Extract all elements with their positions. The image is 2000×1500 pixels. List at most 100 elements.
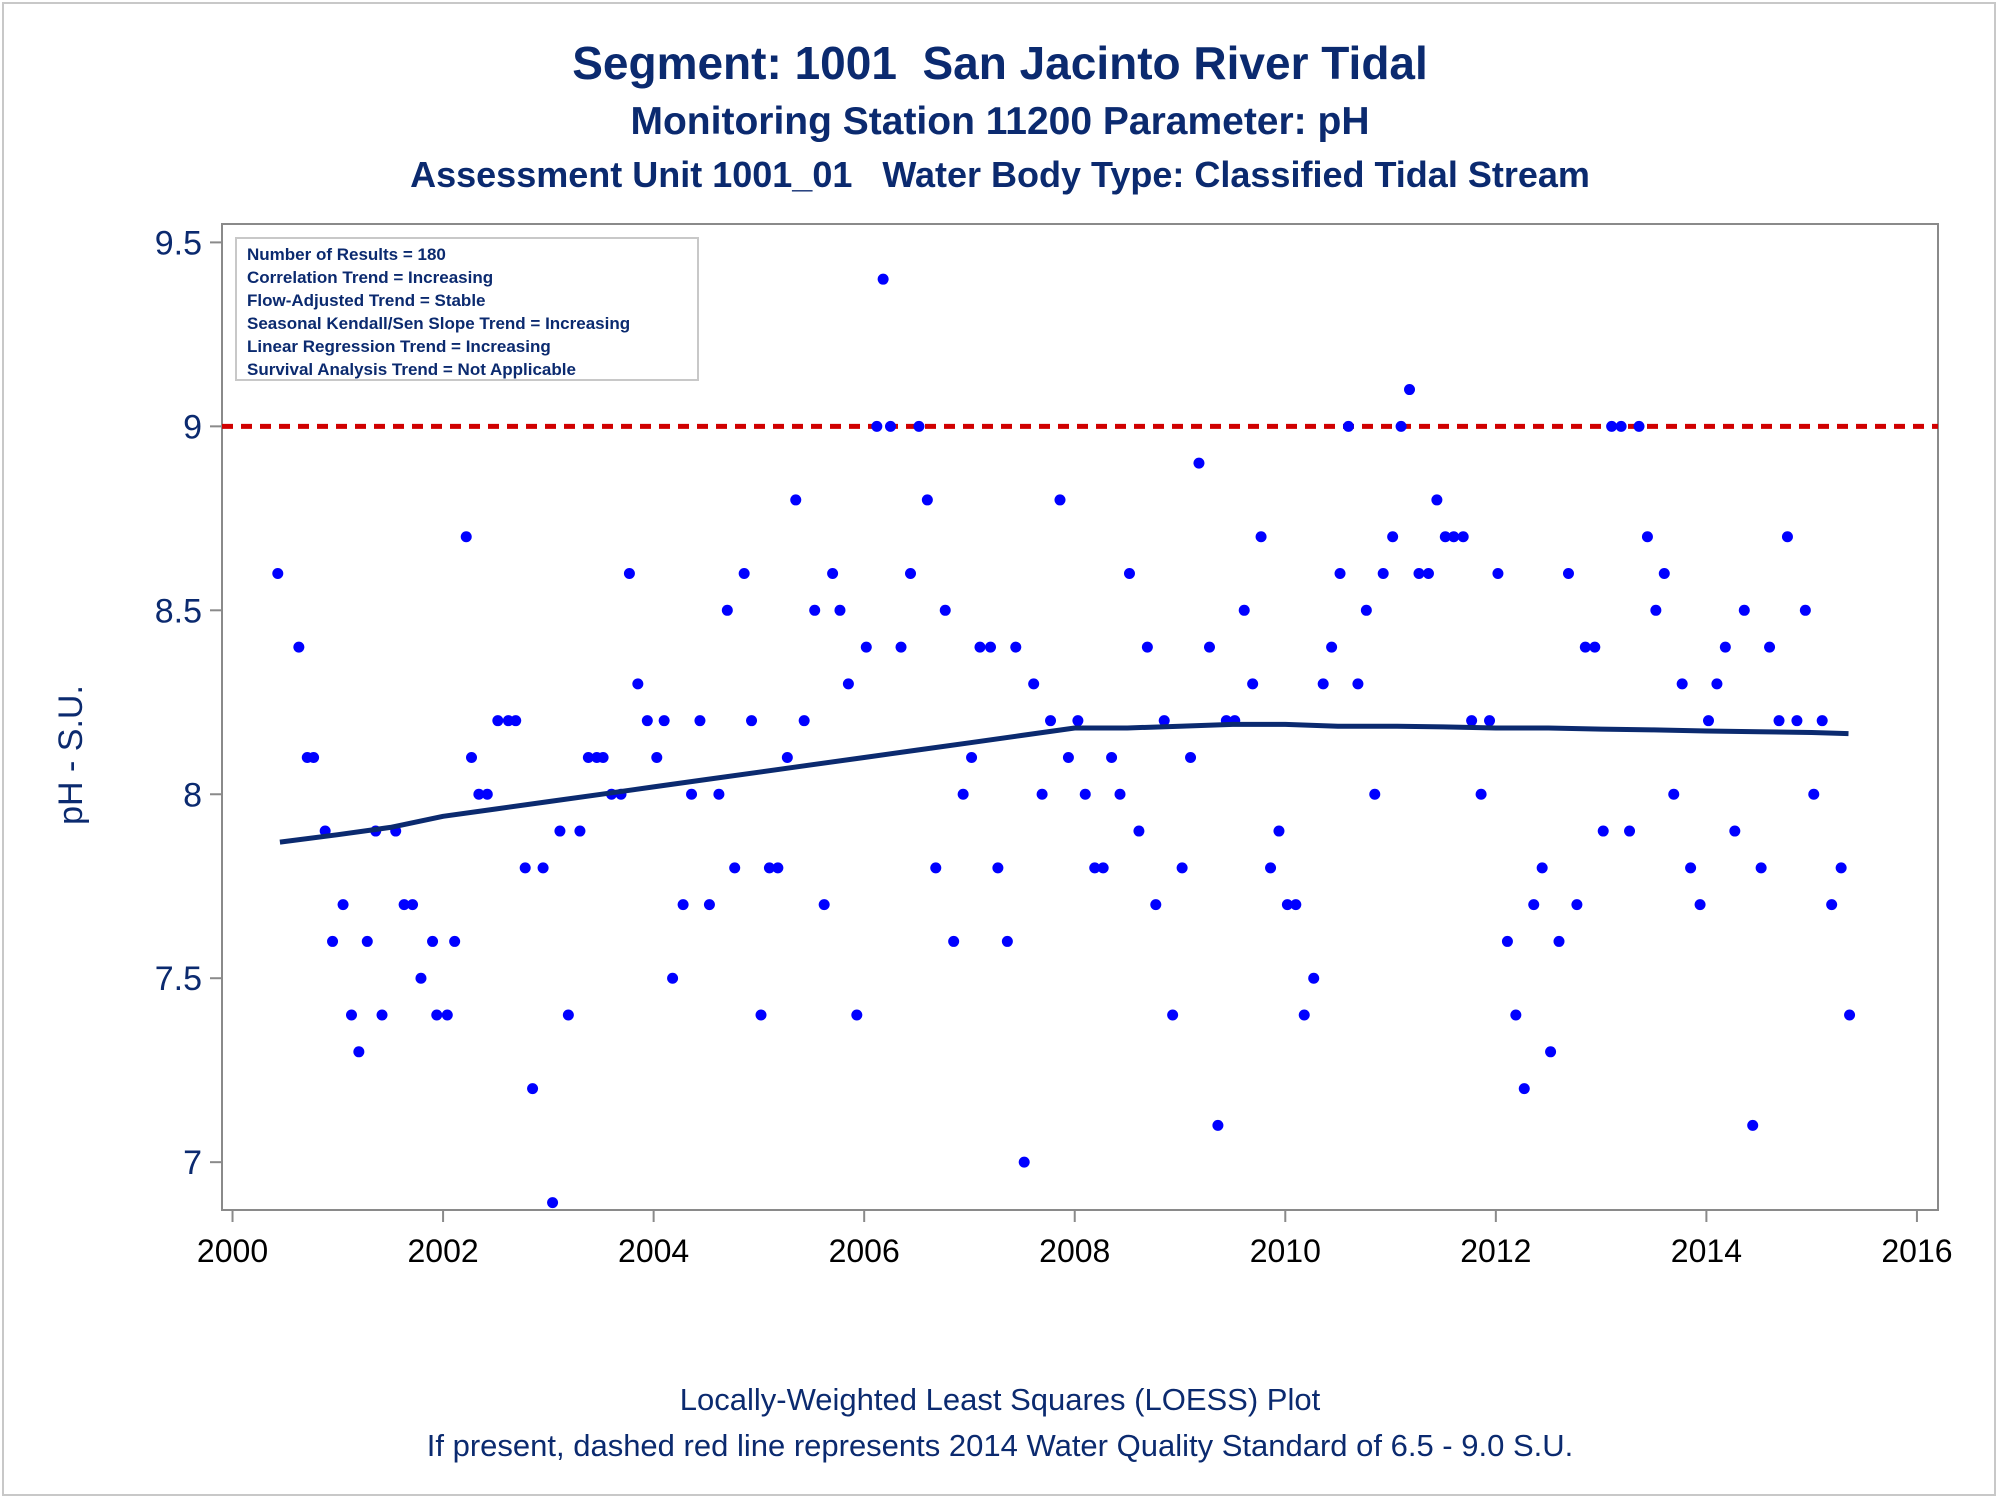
data-point bbox=[1247, 678, 1259, 690]
data-point bbox=[1492, 568, 1504, 580]
data-point bbox=[1781, 531, 1793, 543]
data-point bbox=[562, 1009, 574, 1021]
data-point bbox=[623, 568, 635, 580]
y-tick-label: 9 bbox=[183, 408, 202, 446]
data-point bbox=[842, 678, 854, 690]
y-tick-label: 9.5 bbox=[155, 224, 202, 262]
data-point bbox=[1641, 531, 1653, 543]
data-point bbox=[1395, 420, 1407, 432]
data-point bbox=[992, 862, 1004, 874]
data-point bbox=[574, 825, 586, 837]
data-point bbox=[1844, 1009, 1856, 1021]
data-point bbox=[713, 788, 725, 800]
data-point bbox=[361, 935, 373, 947]
data-point bbox=[1764, 641, 1776, 653]
stats-box-layer: Number of Results = 180 Correlation Trend… bbox=[235, 237, 699, 381]
data-point bbox=[1387, 531, 1399, 543]
data-point bbox=[1273, 825, 1285, 837]
data-point bbox=[345, 1009, 357, 1021]
data-point bbox=[1079, 788, 1091, 800]
data-point bbox=[851, 1009, 863, 1021]
data-point bbox=[1633, 420, 1645, 432]
data-point bbox=[1114, 788, 1126, 800]
data-point bbox=[895, 641, 907, 653]
data-point bbox=[1018, 1156, 1030, 1168]
data-point bbox=[871, 420, 883, 432]
x-tick-label: 2004 bbox=[618, 1233, 689, 1269]
data-point bbox=[948, 935, 960, 947]
data-point bbox=[1265, 862, 1277, 874]
data-point bbox=[1106, 751, 1118, 763]
data-point bbox=[818, 899, 830, 911]
data-point bbox=[658, 715, 670, 727]
footer-line-2: If present, dashed red line represents 2… bbox=[426, 1428, 1574, 1463]
data-point bbox=[527, 1083, 539, 1095]
data-point bbox=[1676, 678, 1688, 690]
x-tick-label: 2016 bbox=[1881, 1233, 1952, 1269]
data-point bbox=[905, 568, 917, 580]
data-point bbox=[510, 715, 522, 727]
data-point bbox=[1072, 715, 1084, 727]
data-point bbox=[686, 788, 698, 800]
data-point bbox=[957, 788, 969, 800]
stats-box-line: Seasonal Kendall/Sen Slope Trend = Incre… bbox=[247, 314, 630, 333]
data-point bbox=[1326, 641, 1338, 653]
data-point bbox=[885, 420, 897, 432]
data-point bbox=[827, 568, 839, 580]
plot-area-frame bbox=[221, 223, 1939, 1211]
data-point bbox=[1799, 604, 1811, 616]
x-tick-label: 2010 bbox=[1250, 1233, 1321, 1269]
data-point bbox=[939, 604, 951, 616]
data-point bbox=[694, 715, 706, 727]
data-point bbox=[913, 420, 925, 432]
data-point bbox=[1193, 457, 1205, 469]
data-point bbox=[1729, 825, 1741, 837]
data-point bbox=[1203, 641, 1215, 653]
data-point bbox=[582, 751, 594, 763]
data-point bbox=[1176, 862, 1188, 874]
data-point bbox=[1255, 531, 1267, 543]
data-point bbox=[1668, 788, 1680, 800]
data-point bbox=[1597, 825, 1609, 837]
data-point bbox=[1589, 641, 1601, 653]
data-point bbox=[415, 972, 427, 984]
data-point bbox=[1001, 935, 1013, 947]
data-point bbox=[1141, 641, 1153, 653]
data-point bbox=[667, 972, 679, 984]
data-point bbox=[1536, 862, 1548, 874]
data-point bbox=[1528, 899, 1540, 911]
data-point bbox=[1158, 715, 1170, 727]
data-point bbox=[1123, 568, 1135, 580]
data-point bbox=[772, 862, 784, 874]
data-point bbox=[1238, 604, 1250, 616]
data-point bbox=[1571, 899, 1583, 911]
data-point bbox=[755, 1009, 767, 1021]
data-point bbox=[1281, 899, 1293, 911]
data-point bbox=[703, 899, 715, 911]
data-point bbox=[1650, 604, 1662, 616]
data-point bbox=[353, 1046, 365, 1058]
data-point bbox=[1702, 715, 1714, 727]
data-point bbox=[677, 899, 689, 911]
data-point bbox=[1719, 641, 1731, 653]
data-point bbox=[1606, 420, 1618, 432]
data-point bbox=[1510, 1009, 1522, 1021]
x-tick-label: 2014 bbox=[1671, 1233, 1742, 1269]
axes-layer: 2000 2002 2004 2006 2008 2010 2012 2014 2016 7 7.5… bbox=[155, 223, 1953, 1269]
data-point bbox=[641, 715, 653, 727]
data-point bbox=[1150, 899, 1162, 911]
data-point bbox=[1466, 715, 1478, 727]
x-tick-label: 2000 bbox=[197, 1233, 268, 1269]
data-point bbox=[1431, 494, 1443, 506]
data-point bbox=[1167, 1009, 1179, 1021]
data-point bbox=[1685, 862, 1697, 874]
footer-line-1: Locally-Weighted Least Squares (LOESS) P… bbox=[679, 1382, 1321, 1417]
data-point bbox=[738, 568, 750, 580]
loess-curve bbox=[279, 721, 1849, 845]
data-point bbox=[1791, 715, 1803, 727]
data-point bbox=[1334, 568, 1346, 580]
data-point bbox=[1658, 568, 1670, 580]
data-point bbox=[1413, 568, 1425, 580]
